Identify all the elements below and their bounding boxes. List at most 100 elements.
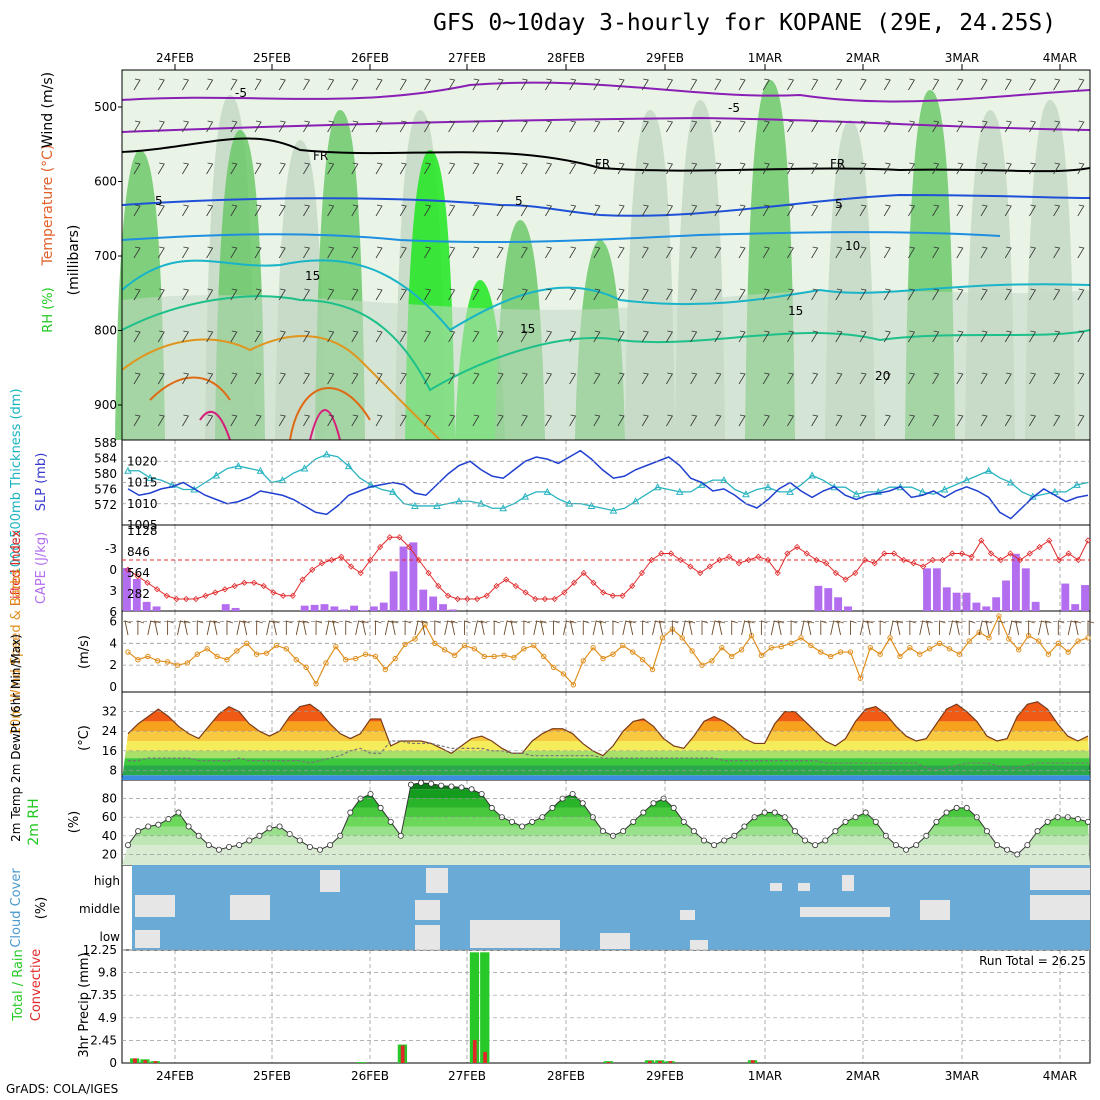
wind-barb bbox=[762, 372, 770, 385]
wind-barb bbox=[545, 204, 553, 217]
wind-barb bbox=[980, 288, 988, 301]
wind-barb bbox=[254, 372, 262, 385]
wind-barb bbox=[1077, 288, 1085, 301]
wind-speed-marker bbox=[600, 655, 606, 662]
wind-barb bbox=[980, 372, 988, 385]
cape-bar bbox=[1071, 604, 1080, 611]
wind-barb bbox=[1029, 372, 1037, 385]
lifted-index-marker bbox=[309, 566, 316, 573]
convective-bar bbox=[606, 1062, 611, 1063]
lifted-index-marker bbox=[425, 569, 432, 577]
y-tick-label-right: 564 bbox=[127, 566, 150, 580]
ylabel-temp2m-unit: (°C) bbox=[77, 725, 92, 751]
lifted-index-marker bbox=[377, 543, 384, 551]
y-tick-label: 588 bbox=[94, 436, 117, 450]
wind-barb bbox=[391, 620, 399, 636]
cape-bar bbox=[844, 606, 852, 611]
wind-barb bbox=[593, 288, 601, 301]
lifted-index-marker bbox=[939, 556, 946, 564]
thickness-marker bbox=[388, 487, 397, 495]
convective-bar bbox=[143, 1060, 148, 1063]
wind-barb bbox=[762, 288, 770, 301]
wind-barb bbox=[327, 78, 335, 91]
wind-barb bbox=[956, 120, 964, 133]
rh-marker bbox=[620, 828, 627, 835]
wind-speed-marker bbox=[521, 646, 527, 652]
y-tick-label: 0 bbox=[109, 563, 117, 577]
wind-speed-marker bbox=[392, 655, 398, 662]
wind-barb bbox=[617, 120, 625, 133]
wind-barb bbox=[980, 120, 988, 133]
wind-barb bbox=[493, 620, 501, 635]
rh-marker bbox=[488, 804, 495, 811]
wind-barb bbox=[859, 246, 867, 259]
wind-barb bbox=[850, 620, 857, 635]
wind-speed-marker bbox=[857, 675, 864, 681]
ylabel-slp: SLP (mb) bbox=[34, 453, 49, 512]
ylabel-temp2m: 2m Temp 2m DewPt (6hr Min/Max) bbox=[9, 634, 23, 842]
wind-barb bbox=[545, 330, 553, 343]
wind-speed-marker bbox=[659, 635, 666, 641]
rh-marker bbox=[791, 828, 798, 835]
thickness-marker bbox=[587, 501, 596, 509]
wind-barb bbox=[811, 246, 819, 259]
cloud-gap bbox=[415, 925, 440, 950]
cloud-gap bbox=[770, 883, 782, 891]
date-label-bottom: 27FEB bbox=[448, 1069, 486, 1083]
y-tick-label: 16 bbox=[102, 744, 117, 758]
wind-barb bbox=[133, 288, 141, 301]
wind-barb bbox=[278, 120, 286, 133]
lifted-index-marker bbox=[347, 563, 355, 570]
wind-speed-marker bbox=[679, 635, 685, 641]
wind-barb bbox=[762, 162, 770, 175]
wind-barb bbox=[641, 162, 649, 175]
wind-barb bbox=[762, 246, 770, 259]
wind-speed-marker bbox=[234, 648, 240, 654]
y-tick-label: 0 bbox=[109, 680, 117, 694]
ylabel-rh: RH (%) bbox=[41, 287, 56, 332]
lifted-index-line bbox=[127, 536, 1089, 600]
wind-barb bbox=[629, 620, 636, 636]
cape-bar bbox=[132, 578, 141, 611]
wind-barb bbox=[1004, 204, 1012, 217]
date-label-top: 26FEB bbox=[351, 51, 389, 65]
lifted-index-marker bbox=[260, 582, 267, 590]
wind-barb bbox=[230, 120, 238, 133]
wind-barb bbox=[666, 372, 674, 385]
wind-barb bbox=[926, 620, 933, 636]
wind-barb bbox=[908, 120, 916, 133]
wind-barb bbox=[980, 204, 988, 217]
wind-speed-marker bbox=[649, 666, 656, 673]
wind-barb bbox=[206, 372, 214, 385]
wind-barb bbox=[569, 246, 577, 259]
wind-barb bbox=[859, 78, 867, 91]
wind-barb bbox=[399, 120, 407, 133]
rh-marker bbox=[175, 809, 182, 816]
wind-speed-marker bbox=[531, 642, 537, 649]
wind-barb bbox=[226, 620, 234, 635]
cape-bar bbox=[369, 606, 378, 611]
wind-speed-marker bbox=[154, 658, 161, 664]
wind-barb bbox=[932, 330, 940, 343]
panel-frame bbox=[121, 949, 1091, 1064]
lifted-index-marker bbox=[580, 569, 587, 577]
date-label-top: 25FEB bbox=[253, 51, 291, 65]
wind-barb bbox=[285, 620, 293, 635]
cloud-gap bbox=[230, 895, 270, 920]
wind-speed-marker bbox=[273, 642, 280, 649]
y-tick-label: -3 bbox=[105, 542, 117, 556]
wind-speed-marker bbox=[917, 651, 923, 657]
lifted-index-marker bbox=[202, 592, 209, 599]
thickness-marker bbox=[675, 487, 684, 495]
y-tick-label: 600 bbox=[94, 175, 117, 189]
y-tick-label: 500 bbox=[94, 100, 117, 114]
contour-label: 20 bbox=[875, 369, 890, 383]
thickness-marker bbox=[234, 462, 243, 470]
wind-barb bbox=[593, 120, 601, 133]
thickness-marker bbox=[124, 466, 132, 474]
wind-barb bbox=[472, 162, 480, 175]
y-tick-label: 24 bbox=[102, 724, 117, 738]
cloud-level-label: high bbox=[94, 874, 120, 888]
cloud-level-label: low bbox=[100, 930, 121, 944]
